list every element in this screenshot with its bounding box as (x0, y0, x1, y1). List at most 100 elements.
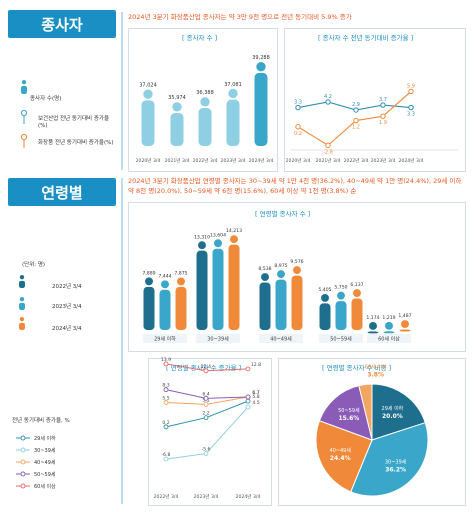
age-bar-2-0 (259, 273, 271, 330)
age-growth-xlabel-1: 2023년 3/4 (194, 493, 219, 500)
age-growth-panel-title: [ 연령별 종사자 수 증가율 ] (166, 364, 242, 372)
growth-point-1-0 (295, 124, 301, 130)
age-legend-label-0: 29세 이하 (34, 435, 56, 442)
growth-xlabel-0: 2020년 3/4 (286, 157, 311, 164)
legend-year-2022: 2022년 3/4 (52, 284, 82, 290)
pie-slice-1 (350, 422, 429, 497)
age-xlabel-bg-2 (259, 334, 303, 343)
workers-value-4: 39,288 (252, 55, 270, 61)
age-growth-point-3-1 (203, 395, 209, 401)
age-bar-2-2 (291, 266, 303, 330)
age-growth-xlabel-0: 2022년 3/4 (154, 493, 179, 500)
age-value-4-1: 1,219 (382, 315, 395, 321)
legend-year-icon-1 (19, 297, 25, 310)
age-value-0-1: 7,444 (158, 273, 171, 279)
growth-xlabel-4: 2024년 3/4 (399, 157, 424, 164)
pie-category-2: 40~49세 (329, 447, 351, 454)
growth-label-0-0: 3.3 (294, 100, 302, 106)
age-growth-point-2-1 (203, 401, 209, 407)
pie-category-0: 29세 이하 (382, 405, 404, 412)
age-xlabel-0: 29세 이하 (154, 336, 176, 343)
growth-xlabel-2: 2022년 3/4 (344, 157, 369, 164)
growth-label-1-0: 0.2 (294, 131, 302, 137)
age-bar-4-2 (399, 320, 411, 332)
age-legend-label-4: 60세 이상 (34, 483, 56, 490)
age-growth-point-1-2 (245, 404, 251, 410)
age-growth-point-3-2 (245, 394, 251, 400)
workers-xlabel-2: 2022년 3/4 (193, 157, 218, 164)
age-xlabel-2: 40~49세 (270, 336, 292, 343)
age-growth-label-2-0: 5.5 (162, 396, 169, 402)
growth-point-0-2 (353, 107, 359, 113)
age-bar-0-2 (175, 277, 187, 330)
workers-bar-4 (254, 62, 268, 146)
age-bar-1-0 (196, 241, 208, 330)
age-bar-3-0 (319, 293, 331, 330)
age-value-3-1: 5,750 (334, 285, 347, 291)
workers-xlabel-4: 2024년 3/4 (249, 157, 274, 164)
age-growth-label-1-1: -5.6 (202, 447, 211, 453)
age-growth-label-1-0: -6.8 (162, 452, 171, 458)
pie-slice-0 (371, 383, 426, 441)
age-growth-label-4-1: 12.4 (201, 364, 211, 370)
workers-value-2: 36,388 (196, 90, 214, 96)
pie-category-4: 60세 이상 (365, 363, 387, 370)
age-bar-3-2 (351, 289, 363, 330)
pie-category-1: 30~39세 (385, 458, 407, 465)
age-growth-label-2-2: 6.7 (252, 390, 259, 396)
age-legend-marker-1 (20, 447, 26, 453)
age-legend-label-1: 30~39세 (34, 447, 56, 454)
growth-label-1-4: 5.9 (407, 83, 415, 89)
pie-slice-3 (318, 384, 373, 441)
age-legend-marker-4 (20, 483, 26, 489)
age-growth-panel (148, 358, 272, 506)
age-growth-point-0-1 (203, 415, 209, 421)
section1-headline: 2024년 3분기 화장품산업 종사자는 약 3만 9천 명으로 전년 동기대비… (128, 13, 352, 21)
age-growth-point-4-1 (203, 368, 209, 374)
workers-bar-2 (198, 97, 212, 146)
age-legend-marker-3 (20, 471, 26, 477)
age-growth-label-3-0: 8.3 (162, 383, 169, 389)
age-growth-point-1-1 (203, 451, 209, 457)
age-bar-4-0 (367, 322, 379, 334)
section2-headline: 2024년 3분기 화장품산업 연령별 종사자는 30~39세 약 1만 4천 … (128, 177, 462, 195)
age-unit-label: (단위: 명) (22, 262, 46, 268)
age-xlabel-1: 30~39세 (207, 336, 229, 343)
age-xlabel-bg-0 (143, 334, 187, 343)
workers-value-0: 37,024 (139, 82, 157, 88)
growth-label-1-1: -2.8 (323, 149, 333, 155)
age-growth-label-3-1: 6.4 (202, 391, 209, 397)
growth-label-0-4: 3.3 (407, 112, 415, 118)
workers-xlabel-0: 2020년 3/4 (136, 157, 161, 164)
workers-panel-title: [ 종사자 수 ] (182, 34, 218, 42)
age-xlabel-4: 60세 이상 (378, 336, 400, 343)
age-value-3-2: 6,137 (350, 282, 363, 288)
legend-workers: 종사자 수(명) (30, 96, 62, 102)
age-growth-point-0-2 (245, 398, 251, 404)
age-legend-marker-0 (20, 435, 26, 441)
legend-year-icon-0 (19, 275, 25, 288)
section-label-age: 연령별 (8, 178, 116, 206)
age-growth-point-1-0 (163, 456, 169, 462)
age-value-4-2: 1,487 (398, 313, 411, 319)
growth-point-1-2 (353, 117, 359, 124)
workers-xlabel-3: 2023년 3/4 (221, 157, 246, 164)
growth-xlabel-1: 2021년 3/4 (316, 157, 341, 164)
growth-point-0-4 (408, 104, 414, 111)
age-xlabel-bg-1 (196, 334, 240, 343)
age-growth-label-0-2: 5.8 (252, 394, 259, 400)
age-bar-4-1 (383, 321, 395, 334)
growth-label-1-2: 1.2 (352, 125, 360, 131)
age-growth-label-4-0: 13.9 (161, 357, 171, 363)
age-value-2-0: 8,538 (258, 266, 271, 272)
pie-category-3: 50~59세 (338, 407, 360, 414)
age-legend-marker-2 (20, 459, 26, 465)
age-bar-1-2 (228, 235, 240, 330)
pie-slice-2 (315, 420, 373, 493)
age-share-panel-title: [ 연령별 종사자 수 비중 ] (322, 364, 392, 372)
age-growth-unit: 전년 동기대비 증가율, % (12, 418, 70, 424)
age-value-2-1: 8,975 (274, 263, 287, 269)
legend-growth-cosmetics: 화장품 전년 동기대비 증가율(%) (38, 140, 114, 146)
legend-year-2024: 2024년 3/4 (52, 326, 82, 332)
age-value-0-2: 7,875 (174, 271, 187, 277)
